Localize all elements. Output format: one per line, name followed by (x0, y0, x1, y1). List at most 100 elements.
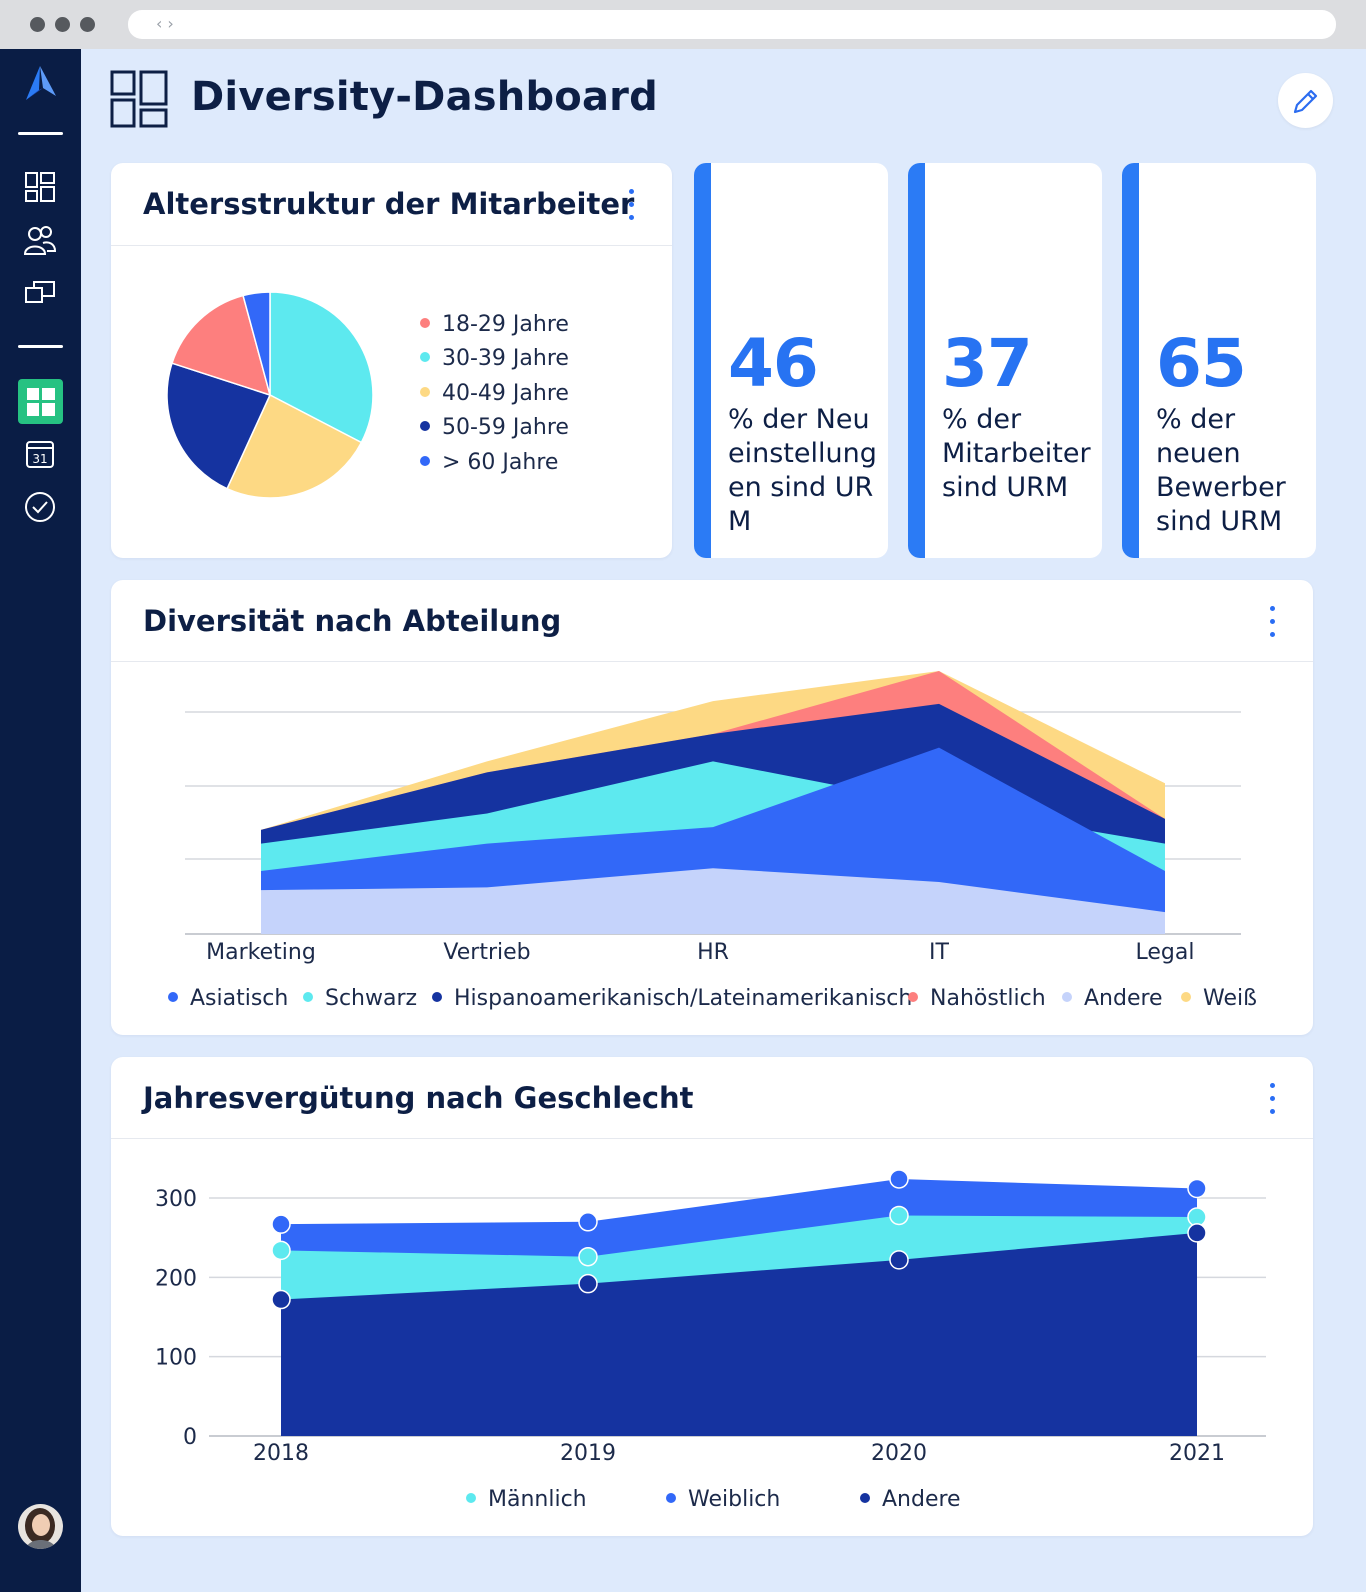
data-point[interactable] (578, 1212, 598, 1232)
legend-item[interactable]: Weiß (1181, 986, 1257, 1011)
stat-accent-bar (908, 163, 925, 558)
x-tick-label: 2020 (871, 1441, 927, 1466)
legend-dot (420, 352, 430, 362)
legend-item[interactable]: Hispanoamerikanisch/Lateinamerikanisch (432, 986, 912, 1011)
y-tick-label: 0 (183, 1425, 197, 1450)
age-pie-chart (166, 291, 374, 499)
department-area-chart: Marketing Vertrieb HR IT Legal (185, 670, 1241, 965)
page-title: Diversity-Dashboard (191, 74, 658, 120)
address-bar[interactable] (128, 10, 1336, 39)
svg-text:31: 31 (32, 452, 47, 466)
data-point[interactable] (1187, 1223, 1207, 1243)
legend-label: > 60 Jahre (442, 450, 559, 475)
legend-item[interactable]: 50-59 Jahre (420, 415, 569, 440)
window-maximize-dot[interactable] (80, 17, 95, 32)
legend-item[interactable]: Asiatisch (168, 986, 288, 1011)
legend-item[interactable]: Andere (860, 1487, 961, 1512)
legend-label: 50-59 Jahre (442, 415, 569, 440)
legend-dot (860, 1493, 870, 1503)
legend-dot (420, 421, 430, 431)
legend-item[interactable]: > 60 Jahre (420, 450, 558, 475)
pie-slice[interactable] (269, 291, 374, 444)
y-tick-label: 300 (155, 1187, 197, 1212)
legend-label: 40-49 Jahre (442, 381, 569, 406)
data-point[interactable] (578, 1273, 598, 1294)
data-point[interactable] (889, 1169, 909, 1189)
legend-label: 30-39 Jahre (442, 346, 569, 371)
legend-item[interactable]: Weiblich (666, 1487, 780, 1512)
legend-label: Männlich (488, 1487, 587, 1512)
window-close-dot[interactable] (30, 17, 45, 32)
sidebar-item-tasks[interactable] (22, 489, 58, 525)
data-point[interactable] (271, 1214, 291, 1234)
sidebar-item-diversity-dashboard[interactable] (18, 379, 63, 424)
window-minimize-dot[interactable] (55, 17, 70, 32)
legend-item[interactable]: Nahöstlich (908, 986, 1046, 1011)
stat-card-new-hires: 46 % der Neueinstellungen sind URM (694, 163, 888, 558)
edit-dashboard-button[interactable] (1278, 73, 1333, 128)
legend-label: Andere (1084, 986, 1163, 1011)
user-avatar[interactable] (18, 1504, 63, 1549)
pie-slice[interactable] (166, 362, 272, 490)
stat-card-employees: 37 % der Mitarbeiter sind URM (908, 163, 1102, 558)
legend-dot (1181, 992, 1191, 1002)
data-point[interactable] (271, 1289, 291, 1310)
app-logo-icon[interactable] (22, 66, 58, 102)
pie-slice[interactable] (171, 294, 272, 397)
departments-icon (25, 281, 55, 303)
legend-item[interactable]: Schwarz (303, 986, 417, 1011)
card-divider (111, 1138, 1313, 1139)
pay-card-menu-icon[interactable] (1269, 1083, 1277, 1119)
sidebar-item-dashboards[interactable] (22, 169, 58, 205)
legend-label: Nahöstlich (930, 986, 1046, 1011)
data-point[interactable] (889, 1205, 909, 1226)
legend-label: Weiß (1203, 986, 1257, 1011)
sidebar-item-departments[interactable] (22, 275, 58, 311)
data-point[interactable] (1187, 1178, 1207, 1199)
dept-card-menu-icon[interactable] (1269, 606, 1277, 642)
users-icon (23, 226, 57, 255)
data-point[interactable] (578, 1246, 598, 1267)
stat-accent-bar (1122, 163, 1139, 558)
stat-value: 46 (728, 325, 819, 402)
legend-item[interactable]: Männlich (466, 1487, 587, 1512)
area-series[interactable] (281, 1232, 1197, 1436)
pie-slice[interactable] (226, 393, 363, 499)
legend-dot (420, 456, 430, 466)
stat-description: % der Neueinstellungen sind URM (728, 404, 877, 537)
x-tick-label: Vertrieb (443, 940, 530, 965)
legend-dot (420, 387, 430, 397)
dashboard-grid-icon (25, 172, 55, 202)
x-tick-label: 2019 (560, 1441, 616, 1466)
pie-slice[interactable] (242, 291, 271, 396)
sidebar-item-calendar[interactable]: 31 (22, 436, 58, 472)
legend-item[interactable]: 40-49 Jahre (420, 381, 569, 406)
x-tick-label: 2021 (1169, 1441, 1225, 1466)
legend-dot (168, 992, 178, 1002)
sidebar-item-users[interactable] (22, 222, 58, 258)
browser-chrome: ‹› (0, 0, 1366, 49)
legend-dot (666, 1493, 676, 1503)
legend-item[interactable]: Andere (1062, 986, 1163, 1011)
x-tick-label: IT (929, 940, 949, 965)
legend-label: Hispanoamerikanisch/Lateinamerikanisch (454, 986, 913, 1011)
legend-label: Schwarz (325, 986, 418, 1011)
area-series[interactable] (261, 868, 1165, 934)
calendar-icon: 31 (26, 441, 54, 468)
legend-dot (303, 992, 313, 1002)
card-title: Diversität nach Abteilung (143, 604, 562, 638)
pay-area-chart: 0 100 200 300 2018 2019 2020 2021 (155, 1169, 1266, 1466)
x-tick-label: Legal (1136, 940, 1195, 965)
legend-item[interactable]: 30-39 Jahre (420, 346, 569, 371)
legend-dot (1062, 992, 1072, 1002)
age-structure-card: Altersstruktur der Mitarbeiter (111, 163, 672, 558)
active-dashboard-icon (26, 387, 55, 416)
card-title: Jahresvergütung nach Geschlecht (143, 1081, 694, 1115)
stat-value: 65 (1156, 325, 1247, 402)
age-card-menu-icon[interactable] (628, 189, 636, 225)
data-point[interactable] (271, 1240, 291, 1261)
back-forward-icon[interactable]: ‹› (156, 14, 179, 33)
stat-accent-bar (694, 163, 711, 558)
legend-item[interactable]: 18-29 Jahre (420, 312, 569, 337)
data-point[interactable] (889, 1250, 909, 1270)
